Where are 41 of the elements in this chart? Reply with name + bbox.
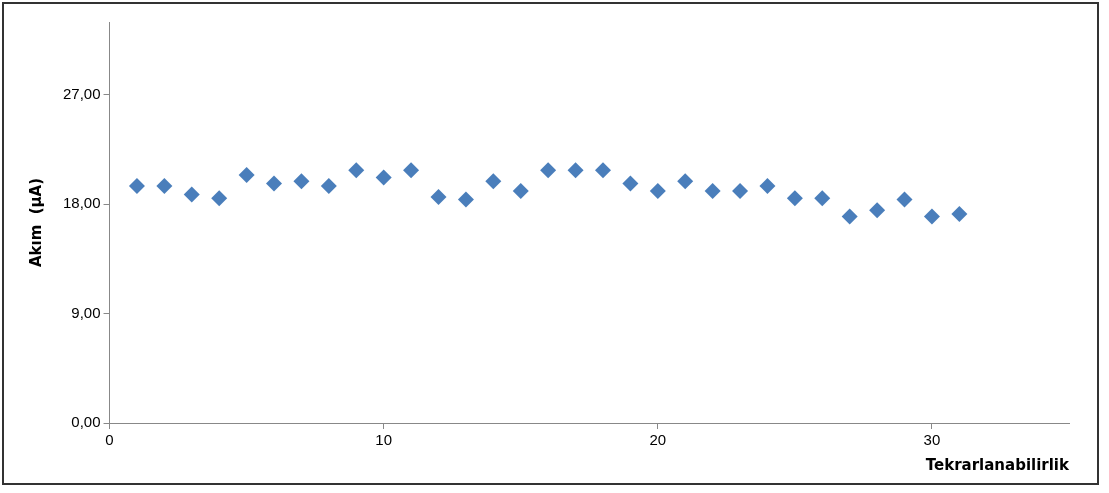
x-tick-label: 0	[105, 431, 114, 449]
point	[567, 162, 584, 179]
point	[457, 191, 474, 208]
point	[320, 178, 337, 195]
point	[923, 208, 940, 225]
point	[238, 167, 255, 184]
point	[266, 175, 283, 192]
point	[594, 162, 611, 179]
point	[622, 175, 639, 192]
point	[704, 182, 721, 199]
point	[677, 173, 694, 190]
point	[348, 162, 365, 179]
point	[649, 182, 666, 199]
point	[403, 162, 420, 179]
point	[512, 182, 529, 199]
point	[841, 208, 858, 225]
point	[485, 173, 502, 190]
x-axis-title: Tekrarlanabilirlik	[925, 455, 1071, 474]
point	[430, 188, 447, 205]
point	[211, 190, 228, 207]
point	[896, 191, 913, 208]
y-axis-title: Akım (µA)	[26, 177, 45, 268]
y-tick-label: 9,00	[71, 303, 101, 321]
x-tick-label: 20	[649, 431, 667, 449]
point	[786, 190, 803, 207]
x-tick-label: 10	[375, 431, 393, 449]
point	[869, 202, 886, 219]
point	[732, 182, 749, 199]
point	[375, 169, 392, 186]
point	[814, 190, 831, 207]
point	[156, 178, 173, 195]
y-tick-label: 18,00	[62, 194, 101, 212]
point	[759, 178, 776, 195]
point	[183, 186, 200, 203]
x-tick-label: 30	[923, 431, 941, 449]
point	[293, 173, 310, 190]
point	[128, 178, 145, 195]
y-tick-label: 27,00	[62, 85, 101, 103]
point	[951, 205, 968, 222]
point	[540, 162, 557, 179]
y-tick-label: 0,00	[71, 413, 101, 431]
